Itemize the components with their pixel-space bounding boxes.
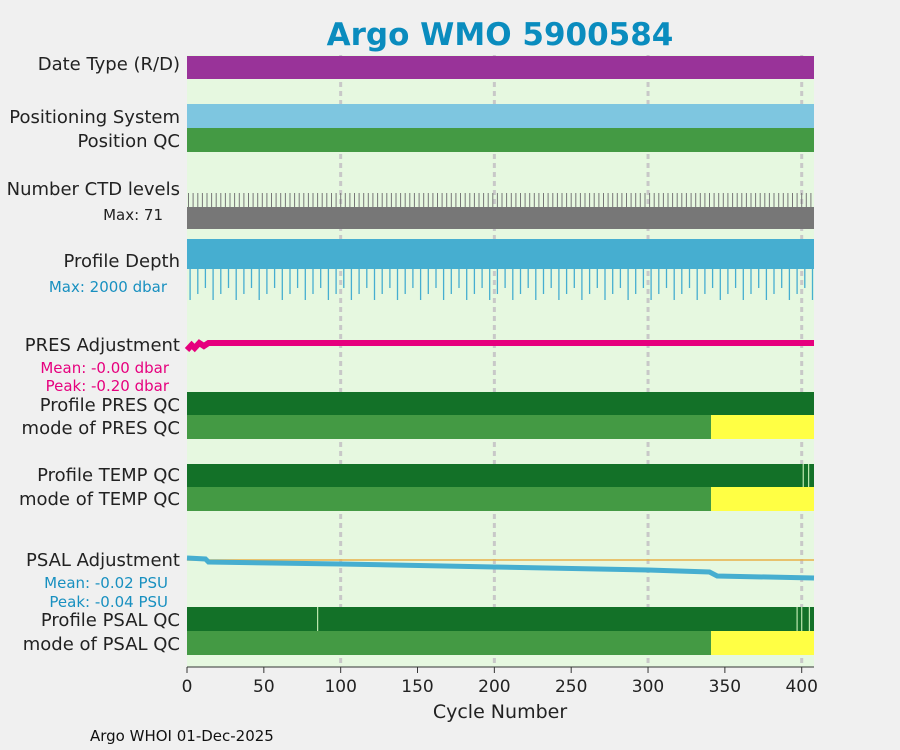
label-ctd-max: Max: 71	[103, 206, 163, 224]
label-profile-pres-qc: Profile PRES QC	[40, 395, 180, 416]
bar-mode-temp-qc-1	[711, 487, 814, 511]
x-tick-label-150: 150	[401, 677, 433, 697]
x-tick-label-200: 200	[478, 677, 510, 697]
psal-adjustment-line	[186, 555, 815, 581]
label-psal-peak: Peak: -0.04 PSU	[49, 593, 168, 611]
label-psal-mean: Mean: -0.02 PSU	[44, 574, 168, 592]
label-mode-temp-qc: mode of TEMP QC	[19, 489, 180, 510]
bar-position-qc-0	[187, 128, 814, 152]
x-axis-label: Cycle Number	[433, 701, 567, 723]
bar-mode-pres-qc-0	[187, 415, 712, 439]
label-depth-max: Max: 2000 dbar	[49, 278, 168, 296]
bar-profile-psal-qc-0	[187, 607, 814, 631]
x-tick-label-350: 350	[709, 677, 741, 697]
x-tick-label-300: 300	[632, 677, 664, 697]
profile-depth-drops	[189, 269, 814, 300]
label-psal-adjustment: PSAL Adjustment	[26, 550, 180, 571]
x-tick-label-400: 400	[785, 677, 817, 697]
bar-profile-depth	[187, 239, 814, 269]
bar-mode-psal-qc-0	[187, 631, 712, 655]
ctd-level-spikes	[188, 193, 812, 207]
pres-adjustment-line	[184, 339, 814, 353]
bar-mode-temp-qc-0	[187, 487, 712, 511]
bar-mode-psal-qc-1	[711, 631, 814, 655]
label-date-type: Date Type (R/D)	[38, 54, 180, 75]
x-tick-label-100: 100	[324, 677, 356, 697]
bar-mode-pres-qc-1	[711, 415, 814, 439]
bar-date-type-0	[187, 56, 814, 79]
label-profile-temp-qc: Profile TEMP QC	[37, 465, 180, 486]
label-mode-psal-qc: mode of PSAL QC	[23, 634, 180, 655]
bar-profile-temp-qc-0	[187, 464, 814, 487]
x-axis-ticks: 0 50 100 150 200 250 300 350 400	[182, 667, 818, 697]
label-pres-mean: Mean: -0.00 dbar	[40, 359, 170, 377]
label-ctd-levels: Number CTD levels	[7, 179, 180, 200]
label-mode-pres-qc: mode of PRES QC	[22, 418, 180, 439]
bar-positioning-system-0	[187, 104, 814, 128]
bar-profile-pres-qc-0	[187, 392, 814, 415]
data-rows	[184, 56, 815, 655]
x-tick-label-50: 50	[253, 677, 275, 697]
x-tick-label-0: 0	[182, 677, 193, 697]
footer-credit: Argo WHOI 01-Dec-2025	[90, 727, 274, 745]
x-tick-label-250: 250	[555, 677, 587, 697]
label-profile-depth: Profile Depth	[63, 251, 180, 272]
label-positioning-system: Positioning System	[9, 107, 180, 128]
chart-title: Argo WMO 5900584	[327, 17, 674, 53]
label-profile-psal-qc: Profile PSAL QC	[41, 610, 180, 631]
label-position-qc: Position QC	[77, 131, 180, 152]
bar-ctd-levels	[187, 207, 814, 229]
grid-lines	[339, 55, 804, 667]
label-pres-adjustment: PRES Adjustment	[25, 335, 180, 356]
label-pres-peak: Peak: -0.20 dbar	[46, 377, 170, 395]
